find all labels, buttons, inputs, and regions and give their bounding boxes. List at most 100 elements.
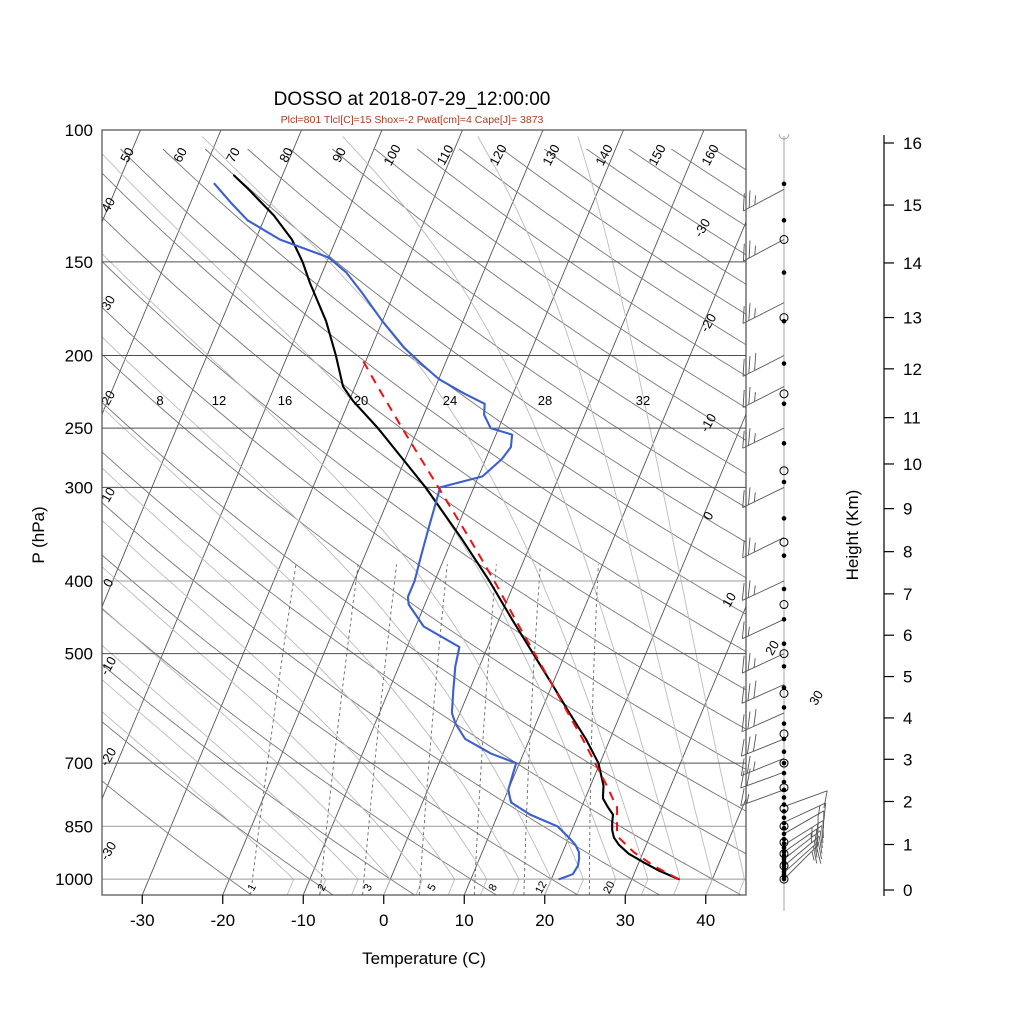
barb-full (748, 537, 751, 555)
level-dot (781, 516, 787, 521)
mixing-ratio-label: 2 (316, 882, 329, 893)
wind-barb (742, 239, 785, 262)
isotherm-label-right: 10 (719, 590, 739, 610)
wind-barb (742, 386, 785, 408)
indices-subtitle: Plcl=801 Tlcl[C]=15 Shox=-2 Pwat[cm]=4 C… (281, 114, 544, 126)
isotherm-line (141, 130, 463, 895)
significant-level-dot (779, 783, 789, 793)
barb-full (815, 829, 819, 847)
dry-adiabat-line (102, 502, 660, 895)
level-dot (781, 617, 787, 622)
pressure-tick-label: 300 (65, 478, 93, 497)
wind-barb (742, 302, 785, 324)
barb-full (823, 790, 828, 809)
level-dot (781, 586, 787, 592)
barb-shaft (783, 802, 826, 823)
level-dot (781, 401, 787, 407)
barb-full (747, 580, 751, 598)
moist-adiabat-line (102, 252, 584, 895)
isotherm-line (102, 130, 302, 608)
level-dot (781, 361, 787, 366)
wind-barb (783, 790, 828, 809)
wind-barb (742, 487, 785, 508)
barb-full (748, 303, 751, 321)
level-dot (781, 479, 787, 485)
height-tick-label: 0 (903, 881, 912, 900)
temperature-tick-label: 20 (535, 911, 554, 930)
wind-barb (741, 708, 785, 733)
barb-full (742, 358, 745, 377)
barb-full (819, 830, 823, 849)
significant-level-dot (779, 389, 789, 399)
dry-adiabat-line (204, 148, 746, 543)
barb-full (740, 770, 745, 789)
pressure-tick-label: 200 (65, 347, 93, 366)
height-tick-label: 16 (903, 134, 922, 153)
barb-shaft (743, 188, 785, 212)
barb-full (823, 802, 827, 821)
significant-level-dot (779, 649, 789, 659)
level-dot (781, 721, 787, 726)
wind-barb (740, 768, 785, 789)
barb-shaft (742, 618, 785, 640)
dry-adiabat-label: 80 (276, 145, 296, 165)
wind-barb (742, 537, 785, 559)
dry-adiabat-line (102, 353, 746, 812)
barb-full (742, 490, 745, 508)
wind-barb (783, 835, 823, 867)
barb-half (754, 245, 756, 255)
barb-full (740, 758, 745, 776)
height-tick-label: 10 (903, 455, 922, 474)
dry-adiabat-line (289, 148, 746, 475)
barb-full (747, 652, 751, 671)
barb-half (753, 658, 756, 668)
wind-barb (783, 820, 824, 846)
barb-half (747, 626, 750, 637)
barb-full (747, 683, 751, 701)
level-dot (781, 270, 787, 275)
barb-full (812, 846, 818, 864)
barb-full (814, 834, 818, 853)
significant-level-dot (779, 804, 789, 814)
moist-adiabat-line (477, 136, 713, 895)
level-dot (781, 770, 787, 776)
height-axis-label: Height (Km) (843, 490, 862, 581)
significant-level-dot (779, 688, 789, 698)
moist-adiabat-label: 24 (443, 393, 457, 408)
barb-half (811, 851, 815, 861)
barb-full (742, 243, 745, 262)
dry-adiabat-line (102, 306, 746, 770)
height-tick-label: 12 (903, 360, 922, 379)
barb-half (753, 585, 756, 596)
moist-adiabat-label: 28 (538, 393, 552, 408)
dry-adiabat-line (102, 172, 746, 653)
height-tick-label: 15 (903, 196, 922, 215)
isotherm-line (463, 220, 746, 895)
plot-frame-rect (101, 129, 747, 896)
dry-adiabat-label: 70 (223, 145, 243, 165)
height-tick-label: 8 (903, 543, 912, 562)
plot-frame (101, 129, 747, 896)
temperature-tick-label: 0 (379, 911, 388, 930)
moist-adiabat-line (102, 406, 520, 895)
barb-full (741, 621, 745, 639)
barb-full (748, 190, 751, 208)
pressure-tick-label: 700 (65, 754, 93, 773)
height-tick-label: 4 (903, 709, 912, 728)
pressure-tick-label: 400 (65, 572, 93, 591)
x-axis-label: Temperature (C) (362, 949, 486, 968)
temperature-tick-label: -30 (130, 911, 155, 930)
isotherm-label-left: 10 (98, 485, 118, 505)
barb-shaft (783, 790, 828, 807)
dry-adiabat-label: 90 (329, 145, 349, 165)
barb-shaft (742, 427, 785, 449)
barb-full (741, 583, 745, 601)
barb-half (752, 761, 756, 771)
pressure-tick-label: 150 (65, 253, 93, 272)
barb-full (818, 836, 823, 854)
wind-barb (741, 618, 785, 640)
level-dot (781, 749, 787, 755)
grid-layer (102, 130, 746, 895)
moist-adiabat-label: 12 (212, 393, 226, 408)
